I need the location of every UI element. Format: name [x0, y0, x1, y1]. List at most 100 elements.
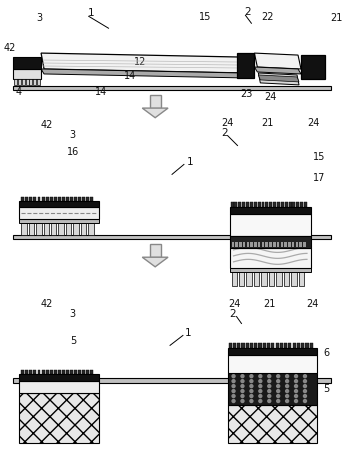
Bar — [78, 197, 81, 201]
Bar — [22, 79, 25, 85]
Circle shape — [231, 399, 236, 403]
Text: 42: 42 — [3, 43, 15, 53]
Bar — [300, 242, 302, 247]
Bar — [51, 223, 56, 235]
Bar — [19, 207, 99, 219]
Polygon shape — [41, 53, 244, 73]
Bar — [230, 268, 311, 272]
Circle shape — [258, 374, 263, 379]
Bar — [303, 242, 306, 247]
Bar — [291, 272, 296, 286]
Circle shape — [276, 379, 281, 383]
Bar — [265, 202, 268, 207]
Text: 14: 14 — [124, 71, 137, 81]
Bar — [235, 242, 238, 247]
Bar — [269, 272, 274, 286]
Circle shape — [240, 379, 245, 383]
Circle shape — [240, 399, 245, 403]
Circle shape — [249, 384, 253, 388]
Text: 15: 15 — [199, 12, 211, 22]
Bar — [288, 242, 291, 247]
Text: 4: 4 — [15, 87, 21, 97]
Bar — [284, 343, 287, 348]
Bar — [50, 370, 53, 374]
Circle shape — [303, 374, 307, 379]
Text: 17: 17 — [313, 173, 325, 183]
Text: 1: 1 — [87, 8, 94, 18]
Circle shape — [303, 399, 307, 403]
Bar — [58, 370, 61, 374]
Bar — [231, 202, 233, 207]
Text: 24: 24 — [308, 118, 320, 127]
Polygon shape — [142, 108, 168, 118]
Text: 42: 42 — [41, 299, 53, 309]
Bar — [284, 272, 289, 286]
Bar — [277, 242, 279, 247]
Text: 24: 24 — [221, 118, 234, 127]
Bar — [310, 343, 313, 348]
Bar — [62, 197, 65, 201]
Bar — [74, 370, 77, 374]
Bar — [247, 242, 249, 247]
Circle shape — [249, 379, 253, 383]
Bar — [74, 197, 77, 201]
Bar — [232, 242, 234, 247]
Bar — [242, 202, 245, 207]
Bar — [289, 202, 291, 207]
Bar — [90, 197, 93, 201]
Circle shape — [231, 374, 236, 379]
Bar — [19, 374, 99, 381]
Bar — [66, 223, 71, 235]
Bar — [273, 242, 276, 247]
Bar — [38, 370, 40, 374]
Circle shape — [276, 399, 281, 403]
Bar — [276, 343, 279, 348]
Bar — [38, 197, 40, 201]
Circle shape — [276, 374, 281, 379]
Bar — [29, 197, 32, 201]
Circle shape — [267, 384, 271, 388]
Bar — [70, 370, 73, 374]
Circle shape — [285, 374, 289, 379]
Bar — [29, 370, 32, 374]
Circle shape — [285, 379, 289, 383]
Bar — [250, 343, 253, 348]
Circle shape — [276, 389, 281, 393]
Bar — [58, 197, 61, 201]
Text: 5: 5 — [70, 337, 76, 346]
Bar — [86, 197, 89, 201]
Circle shape — [303, 379, 307, 383]
Bar — [246, 343, 249, 348]
Circle shape — [267, 374, 271, 379]
Text: 2: 2 — [221, 127, 228, 138]
Circle shape — [276, 394, 281, 398]
Bar — [19, 201, 99, 207]
Bar — [82, 197, 85, 201]
Bar — [150, 244, 161, 257]
Polygon shape — [41, 69, 244, 78]
Text: 24: 24 — [264, 92, 276, 102]
Polygon shape — [142, 257, 168, 267]
Text: 12: 12 — [134, 57, 146, 67]
Circle shape — [240, 384, 245, 388]
Text: 5: 5 — [324, 384, 330, 394]
Bar — [258, 202, 260, 207]
Circle shape — [267, 394, 271, 398]
Circle shape — [258, 399, 263, 403]
Bar — [276, 272, 282, 286]
Text: 2: 2 — [244, 8, 251, 17]
Bar — [262, 242, 264, 247]
Bar — [88, 223, 94, 235]
Text: 42: 42 — [41, 120, 53, 130]
Bar — [33, 79, 36, 85]
Bar — [285, 202, 288, 207]
Bar — [150, 95, 161, 108]
Circle shape — [231, 379, 236, 383]
Circle shape — [240, 394, 245, 398]
Bar — [62, 370, 65, 374]
Circle shape — [294, 374, 298, 379]
Bar — [243, 242, 245, 247]
Circle shape — [267, 399, 271, 403]
Bar — [238, 202, 241, 207]
Polygon shape — [258, 75, 299, 82]
